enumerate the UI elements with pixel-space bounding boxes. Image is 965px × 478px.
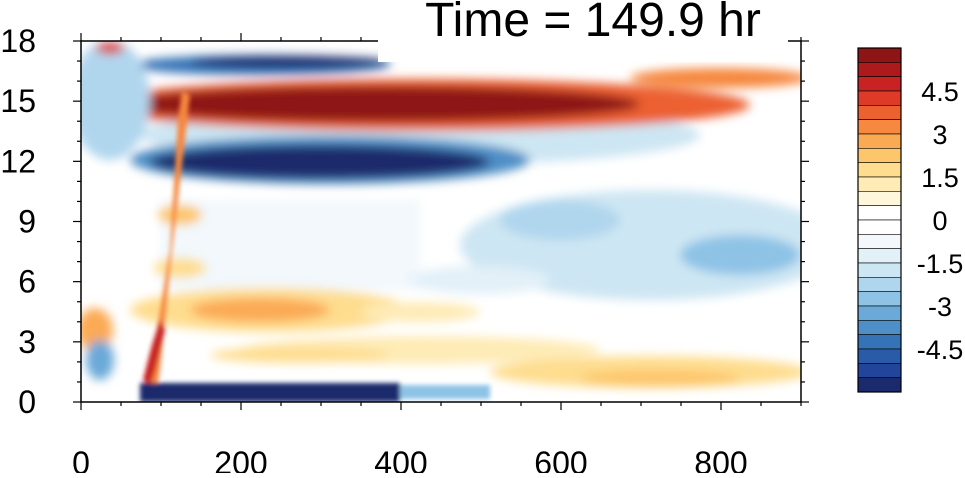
colorbar-box: [857, 47, 902, 63]
y-tick-label: 9: [18, 204, 36, 240]
colorbar-box: [857, 176, 902, 192]
y-axis-tick-labels: 0 3 6 9 12 15 18: [0, 23, 36, 420]
chart-title: Time = 149.9 hr: [425, 0, 761, 47]
colorbar-box: [857, 305, 902, 321]
colorbar-box: [857, 191, 902, 206]
colorbar-box: [857, 377, 902, 393]
colorbar-box: [857, 262, 902, 278]
colorbar-label: 1.5: [921, 163, 959, 193]
x-tick-label: 600: [534, 445, 587, 473]
y-tick-label: 6: [18, 264, 36, 300]
colorbar-box: [857, 219, 902, 235]
colorbar-box: [857, 105, 902, 120]
title-backdrop: [378, 0, 788, 62]
colorbar-label: -1.5: [917, 249, 964, 279]
colorbar-box: [857, 133, 902, 149]
y-tick-label: 12: [0, 143, 36, 179]
colorbar-box: [857, 148, 902, 163]
colorbar-label: 0: [932, 206, 947, 236]
colorbar-box: [857, 363, 902, 378]
colorbar-box: [857, 320, 902, 335]
colorbar-box: [857, 248, 902, 264]
colorbar-box: [857, 90, 902, 106]
colorbar-box: [857, 205, 902, 221]
x-tick-label: 200: [214, 445, 267, 473]
colorbar-label: -3: [928, 292, 952, 322]
y-tick-label: 0: [18, 384, 36, 420]
y-tick-label: 15: [0, 83, 36, 119]
y-tick-label: 18: [0, 23, 36, 59]
colorbar-frame: [857, 47, 902, 393]
colorbar-label: 3: [932, 120, 947, 150]
colorbar-labels: 4.5 3 1.5 0 -1.5 -3 -4.5: [917, 77, 964, 365]
x-tick-label: 400: [374, 445, 427, 473]
colorbar-label: 4.5: [921, 77, 959, 107]
colorbar-box: [857, 62, 902, 77]
x-axis-tick-labels: 0 200 400 600 800: [72, 445, 748, 478]
heatmap-field: [81, 41, 801, 402]
x-tick-label: 0: [72, 445, 90, 473]
colorbar-box: [857, 119, 902, 135]
y-tick-label: 3: [18, 324, 36, 360]
x-tick-label: 800: [694, 445, 747, 473]
colorbar-box: [857, 277, 902, 292]
colorbar-box: [857, 291, 902, 307]
colorbar: [857, 47, 902, 393]
colorbar-box: [857, 234, 902, 249]
colorbar-label: -4.5: [917, 335, 964, 365]
colorbar-box: [857, 76, 902, 92]
y-axis-ticks: [73, 40, 809, 403]
colorbar-box: [857, 348, 902, 364]
colorbar-box: [857, 162, 902, 178]
colorbar-box: [857, 334, 902, 350]
